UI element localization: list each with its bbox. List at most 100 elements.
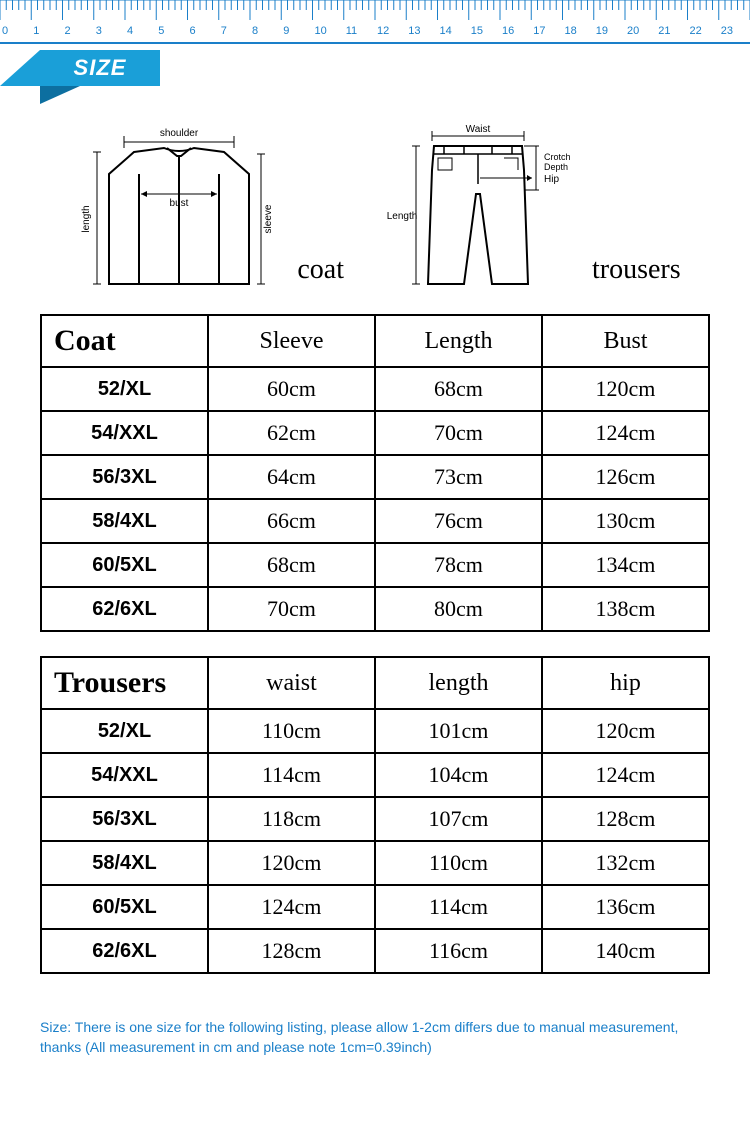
svg-text:16: 16 [502, 25, 514, 37]
trousers-diagram-label: trousers [592, 254, 681, 294]
svg-text:5: 5 [158, 25, 164, 37]
coat-sleeve: 64cm [208, 455, 375, 499]
label-length: length [81, 205, 92, 232]
trousers-size: 60/5XL [41, 885, 208, 929]
svg-text:8: 8 [252, 25, 258, 37]
coat-diagram-wrap: shoulder bust length sleeve [69, 124, 344, 294]
table-row: 60/5XL68cm78cm134cm [41, 543, 709, 587]
trousers-waist: 128cm [208, 929, 375, 973]
coat-size: 52/XL [41, 367, 208, 411]
size-tab-fold [40, 86, 80, 104]
trousers-col-length: length [375, 657, 542, 709]
table-row: 58/4XL66cm76cm130cm [41, 499, 709, 543]
trousers-diagram-wrap: Waist Hip Crotch Depth [384, 124, 681, 294]
label-crotch1: Crotch [544, 152, 571, 162]
trousers-col-waist: waist [208, 657, 375, 709]
trousers-size: 56/3XL [41, 797, 208, 841]
trousers-hip: 124cm [542, 753, 709, 797]
coat-bust: 124cm [542, 411, 709, 455]
svg-text:11: 11 [346, 25, 357, 37]
svg-text:12: 12 [377, 25, 389, 37]
trousers-size: 54/XXL [41, 753, 208, 797]
coat-table-title: Coat [41, 315, 208, 367]
svg-text:21: 21 [658, 25, 670, 37]
trousers-hip: 132cm [542, 841, 709, 885]
coat-size: 58/4XL [41, 499, 208, 543]
label-hip: Hip [544, 174, 559, 185]
trousers-hip: 136cm [542, 885, 709, 929]
table-row: 58/4XL120cm110cm132cm [41, 841, 709, 885]
coat-diagram: shoulder bust length sleeve [69, 124, 289, 294]
coat-sleeve: 66cm [208, 499, 375, 543]
label-sleeve: sleeve [263, 204, 274, 233]
coat-length: 70cm [375, 411, 542, 455]
trousers-length: 104cm [375, 753, 542, 797]
ruler-svg: 0123456789101112131415161718192021222324 [0, 0, 750, 42]
svg-text:1: 1 [33, 25, 39, 37]
trousers-col-hip: hip [542, 657, 709, 709]
table-row: 54/XXL62cm70cm124cm [41, 411, 709, 455]
coat-diagram-label: coat [297, 254, 344, 294]
trousers-length: 110cm [375, 841, 542, 885]
table-row: 56/3XL64cm73cm126cm [41, 455, 709, 499]
svg-text:17: 17 [533, 25, 545, 37]
trousers-length: 101cm [375, 709, 542, 753]
svg-text:18: 18 [565, 25, 577, 37]
table-row: 52/XL60cm68cm120cm [41, 367, 709, 411]
table-row: 52/XL110cm101cm120cm [41, 709, 709, 753]
coat-table: Coat Sleeve Length Bust 52/XL60cm68cm120… [40, 314, 710, 632]
table-row: 62/6XL70cm80cm138cm [41, 587, 709, 631]
size-tab-triangle-left [0, 50, 40, 86]
size-note: Size: There is one size for the followin… [0, 1018, 750, 1077]
coat-length: 80cm [375, 587, 542, 631]
coat-size: 60/5XL [41, 543, 208, 587]
coat-length: 76cm [375, 499, 542, 543]
table-row: 62/6XL128cm116cm140cm [41, 929, 709, 973]
coat-sleeve: 60cm [208, 367, 375, 411]
label-bust: bust [170, 198, 189, 209]
tables-container: Coat Sleeve Length Bust 52/XL60cm68cm120… [0, 304, 750, 1018]
label-waist: Waist [466, 124, 491, 135]
svg-text:2: 2 [65, 25, 71, 37]
coat-col-length: Length [375, 315, 542, 367]
svg-text:19: 19 [596, 25, 608, 37]
trousers-diagram: Waist Hip Crotch Depth [384, 124, 584, 294]
trousers-table: Trousers waist length hip 52/XL110cm101c… [40, 656, 710, 974]
coat-size: 54/XXL [41, 411, 208, 455]
trousers-waist: 124cm [208, 885, 375, 929]
trousers-table-title: Trousers [41, 657, 208, 709]
label-crotch2: Depth [544, 162, 568, 172]
coat-bust: 126cm [542, 455, 709, 499]
svg-text:15: 15 [471, 25, 483, 37]
size-tab: SIZE [40, 50, 160, 86]
diagrams-row: shoulder bust length sleeve [0, 104, 750, 304]
coat-size: 56/3XL [41, 455, 208, 499]
coat-length: 68cm [375, 367, 542, 411]
trousers-hip: 140cm [542, 929, 709, 973]
trousers-length: 116cm [375, 929, 542, 973]
trousers-waist: 118cm [208, 797, 375, 841]
trousers-waist: 120cm [208, 841, 375, 885]
svg-text:6: 6 [190, 25, 196, 37]
svg-text:14: 14 [440, 25, 452, 37]
trousers-waist: 114cm [208, 753, 375, 797]
trousers-length: 107cm [375, 797, 542, 841]
svg-text:9: 9 [283, 25, 289, 37]
svg-text:13: 13 [408, 25, 420, 37]
label-tlength: Length [387, 211, 418, 222]
coat-bust: 134cm [542, 543, 709, 587]
coat-bust: 138cm [542, 587, 709, 631]
ruler: 0123456789101112131415161718192021222324 [0, 0, 750, 44]
coat-length: 78cm [375, 543, 542, 587]
svg-text:7: 7 [221, 25, 227, 37]
coat-bust: 130cm [542, 499, 709, 543]
svg-text:4: 4 [127, 25, 133, 37]
trousers-size: 52/XL [41, 709, 208, 753]
label-shoulder: shoulder [160, 128, 199, 139]
svg-text:20: 20 [627, 25, 639, 37]
svg-text:23: 23 [721, 25, 733, 37]
trousers-hip: 120cm [542, 709, 709, 753]
trousers-length: 114cm [375, 885, 542, 929]
svg-text:0: 0 [2, 25, 8, 37]
size-tab-label: SIZE [74, 55, 127, 81]
